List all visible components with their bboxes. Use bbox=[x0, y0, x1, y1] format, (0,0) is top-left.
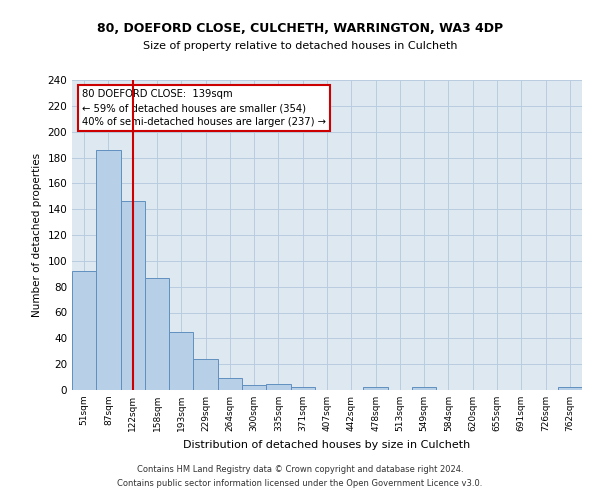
Bar bbox=[364, 388, 388, 390]
Text: Size of property relative to detached houses in Culcheth: Size of property relative to detached ho… bbox=[143, 41, 457, 51]
Bar bbox=[242, 385, 266, 390]
Bar bbox=[193, 359, 218, 390]
X-axis label: Distribution of detached houses by size in Culcheth: Distribution of detached houses by size … bbox=[184, 440, 470, 450]
Text: Contains HM Land Registry data © Crown copyright and database right 2024.
Contai: Contains HM Land Registry data © Crown c… bbox=[118, 466, 482, 487]
Y-axis label: Number of detached properties: Number of detached properties bbox=[32, 153, 42, 317]
Bar bbox=[145, 278, 169, 390]
Bar bbox=[412, 388, 436, 390]
Bar bbox=[72, 271, 96, 390]
Bar bbox=[558, 388, 582, 390]
Bar bbox=[290, 388, 315, 390]
Bar bbox=[169, 332, 193, 390]
Bar bbox=[121, 202, 145, 390]
Bar bbox=[266, 384, 290, 390]
Bar bbox=[96, 150, 121, 390]
Bar bbox=[218, 378, 242, 390]
Text: 80, DOEFORD CLOSE, CULCHETH, WARRINGTON, WA3 4DP: 80, DOEFORD CLOSE, CULCHETH, WARRINGTON,… bbox=[97, 22, 503, 36]
Text: 80 DOEFORD CLOSE:  139sqm
← 59% of detached houses are smaller (354)
40% of semi: 80 DOEFORD CLOSE: 139sqm ← 59% of detach… bbox=[82, 90, 326, 128]
